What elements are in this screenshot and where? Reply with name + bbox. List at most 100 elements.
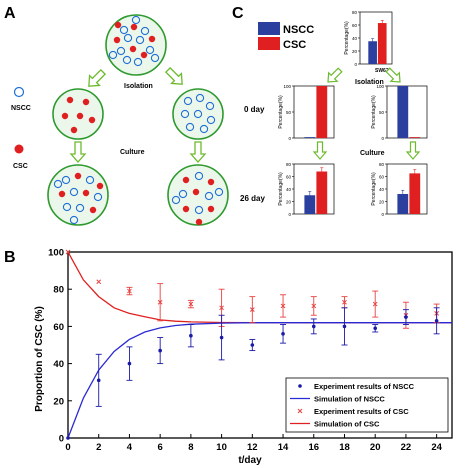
mini-tick-label: 60 [379, 174, 385, 179]
csc-cell [82, 98, 90, 106]
mini-chart-top: 0 20 40 60 80 Percentage(%) [344, 10, 393, 67]
csc-cell [182, 205, 190, 213]
legend-box [285, 377, 449, 433]
nscc-cell [75, 203, 85, 213]
dish-mid-left [52, 88, 104, 140]
mini-tick-label: 60 [286, 174, 292, 179]
mini-tick-label: 50 [379, 110, 385, 115]
legend-marker [298, 384, 302, 388]
culture-label-a: Culture [120, 149, 145, 156]
mini-tick-label: 40 [286, 187, 292, 192]
mini-tick-label: 0 [381, 212, 384, 217]
mini-ylabel: Percentage(%) [371, 172, 377, 206]
mini-tick-label: 0 [288, 212, 291, 217]
mini-chart-frame [293, 85, 335, 139]
dish-mid-right [172, 88, 224, 140]
x-tick-label: 20 [370, 442, 381, 453]
nscc-cell [135, 35, 145, 45]
mini-tick-label: 20 [352, 49, 358, 54]
csc-cell [207, 205, 215, 213]
nscc-cell [199, 124, 209, 134]
data-point-nscc [404, 315, 408, 319]
data-point-csc [127, 288, 132, 294]
data-point-nscc [373, 326, 378, 331]
mini-bar-csc [316, 86, 328, 138]
x-tick-label: 10 [216, 442, 227, 453]
main-plot-frame [67, 251, 453, 439]
nscc-cell [62, 202, 72, 212]
arrow-c-isolation-left [327, 67, 343, 83]
x-tick-label: 2 [96, 442, 101, 453]
mini-tick-label: 60 [352, 23, 358, 28]
mini-ylabel: Percentage(%) [278, 172, 284, 206]
legend-nscc-label: NSCC [283, 24, 314, 36]
nscc-cell [140, 26, 150, 36]
legend-label: Experiment results of NSCC [314, 382, 415, 391]
mini-tick-label: 50 [286, 110, 292, 115]
nscc-cell [61, 175, 71, 185]
csc-cell [58, 190, 66, 198]
csc-cell [89, 206, 97, 214]
mini-chart-right-0: 0 50 100 Percentage(%) [371, 84, 428, 141]
mini-chart-left-0: 0 50 100 Percentage(%) [278, 84, 335, 141]
arrow-c-culture-right [405, 141, 421, 160]
y-tick-label: 100 [48, 248, 64, 259]
csc-cell [195, 218, 203, 226]
nscc-cell [194, 205, 204, 215]
mini-bar-nscc [397, 194, 409, 214]
data-point-csc [372, 301, 378, 307]
mini-bar-csc [316, 171, 328, 214]
nscc-cell [69, 187, 79, 197]
csc-cell [192, 188, 200, 196]
nscc-cell [150, 53, 160, 63]
arrow-culture-left [69, 141, 87, 163]
nscc-cell [108, 50, 118, 60]
nscc-cell [116, 46, 126, 56]
nscc-cell [178, 189, 188, 199]
csc-cell [82, 189, 90, 197]
isolation-label-c: Isolation [355, 79, 384, 86]
day0-label: 0 day [244, 105, 265, 114]
mini-tick-label: 20 [286, 199, 292, 204]
nscc-cell [145, 45, 155, 55]
mini-ylabel: Percentage(%) [278, 95, 284, 129]
nscc-cell [185, 122, 195, 132]
nscc-legend-icon [13, 86, 25, 98]
panel-c: C NSCC CSC 020406080Percentage(%)050100P… [232, 5, 428, 217]
csc-legend-icon [14, 144, 24, 154]
x-tick-label: 12 [247, 442, 258, 453]
data-point-csc [249, 307, 255, 313]
mini-bar-nscc [304, 195, 316, 214]
series-line-simulation-of-csc [67, 251, 452, 324]
nscc-cell [214, 187, 224, 197]
nscc-cell [123, 33, 133, 43]
panel-a: A [4, 5, 229, 226]
legend-csc-swatch [258, 37, 280, 50]
data-point-csc [219, 305, 224, 311]
x-tick-label: 6 [158, 442, 163, 453]
arrow-c-culture-left [312, 141, 328, 160]
nscc-cell [183, 96, 193, 106]
nscc-cell [93, 192, 103, 202]
main-chart-legend: Experiment results of NSCC Simulation of … [285, 377, 449, 433]
x-tick-label: 0 [65, 442, 70, 453]
legend-label: Experiment results of CSC [314, 407, 409, 416]
mini-tick-label: 0 [288, 136, 291, 141]
csc-cell [207, 178, 215, 186]
isolation-label-a: Isolation [124, 83, 153, 90]
csc-cell [114, 21, 122, 29]
data-point-csc [311, 303, 317, 309]
mini-ylabel: Percentage(%) [344, 21, 350, 55]
panel-c-letter: C [232, 5, 244, 22]
mini-ylabel: Percentage(%) [371, 95, 377, 129]
mini-tick-label: 40 [352, 36, 358, 41]
mini-tick-label: 80 [286, 162, 292, 167]
mini-tick-label: 100 [283, 84, 291, 89]
y-tick-label: 80 [53, 285, 64, 296]
nscc-cell [85, 175, 95, 185]
legend-label: Simulation of CSC [314, 420, 380, 429]
legend-marker [297, 408, 303, 414]
panel-b-letter: B [4, 249, 16, 266]
y-tick-label: 40 [53, 359, 64, 370]
